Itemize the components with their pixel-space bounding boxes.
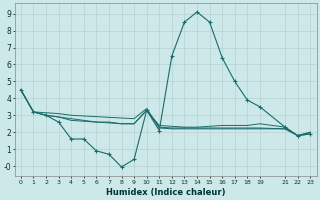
X-axis label: Humidex (Indice chaleur): Humidex (Indice chaleur) [106, 188, 225, 197]
